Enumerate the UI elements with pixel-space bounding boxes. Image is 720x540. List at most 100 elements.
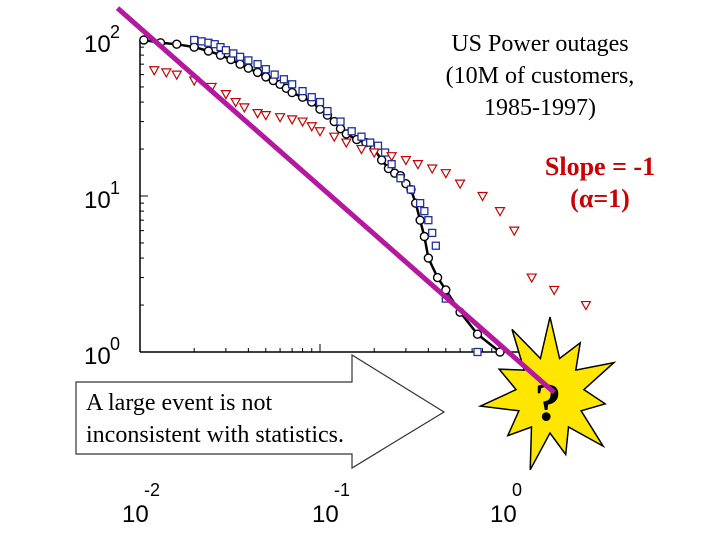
x-tick-exponent: -2 (144, 480, 160, 500)
data-point-triangle (260, 111, 272, 121)
data-point-triangle (440, 169, 452, 179)
data-point-circle (243, 63, 254, 73)
data-point-square (315, 97, 325, 107)
data-point-square (406, 185, 416, 194)
data-point-circle (235, 59, 245, 69)
data-point-square (473, 347, 482, 357)
data-point-square (415, 198, 425, 208)
data-point-triangle (400, 155, 412, 166)
chart-title: US Power outages (10M of customers, 1985… (446, 31, 635, 121)
callout-line-1: A large event is not (86, 390, 273, 416)
data-point-square (347, 127, 356, 136)
y-tick-label: 10 2 (84, 22, 120, 58)
data-point-circle (172, 39, 182, 49)
x-tick-base: 10 (490, 501, 517, 528)
data-point-square (323, 106, 332, 116)
data-point-triangle (340, 138, 352, 149)
data-point-triangle (412, 160, 424, 170)
data-point-triangle (306, 122, 318, 132)
series-triangle-down (148, 66, 592, 311)
data-point-square (244, 56, 253, 65)
data-point-square (424, 216, 433, 225)
data-point-triangle (286, 115, 298, 126)
minor-ticks (139, 46, 501, 353)
data-point-circle (203, 46, 214, 56)
data-point-triangle (477, 191, 489, 202)
data-point-triangle (494, 207, 506, 217)
callout-arrow: A large event is not inconsistent with s… (75, 353, 446, 470)
data-point-circle (139, 35, 149, 45)
y-tick-exponent: 0 (110, 334, 120, 354)
x-tick-exponent: 0 (512, 480, 522, 500)
data-point-square (221, 46, 231, 55)
data-point-square (396, 174, 405, 183)
callout-arrow-shape (75, 353, 446, 470)
x-tick-base: 10 (312, 501, 339, 528)
data-point-triangle (148, 66, 160, 76)
data-point-triangle (548, 285, 560, 296)
data-point-triangle (314, 127, 326, 137)
y-tick-exponent: 2 (110, 22, 120, 42)
data-point-triangle (580, 300, 592, 311)
data-point-triangle (220, 89, 232, 100)
x-tick-label: 10-2 (122, 480, 160, 528)
title-line-3: 1985-1997) (484, 95, 596, 121)
data-point-circle (287, 87, 297, 98)
burst-star (477, 316, 617, 471)
data-point-square (373, 141, 383, 150)
data-point-circle (261, 72, 271, 82)
data-point-square (336, 117, 345, 126)
x-tick-label: 100 (490, 480, 522, 528)
data-point-circle (415, 215, 425, 225)
data-point-triangle (526, 273, 538, 284)
callout-line-2: inconsistent with statistics. (86, 422, 344, 448)
y-tick-label: 10 1 (84, 178, 120, 214)
x-tick-exponent: -1 (334, 480, 350, 500)
data-point-triangle (171, 70, 183, 81)
data-point-triangle (454, 179, 466, 190)
data-point-triangle (368, 148, 380, 159)
y-tick-label: 10 0 (84, 334, 120, 370)
x-tick-label: 10-1 (312, 480, 350, 528)
y-tick-base: 10 (84, 187, 111, 214)
data-point-circle (472, 329, 483, 339)
data-point-square (253, 60, 262, 69)
alpha-label: (α=1) (570, 184, 630, 213)
data-point-triangle (508, 226, 520, 237)
data-point-square (197, 37, 206, 46)
data-point-triangle (386, 152, 398, 162)
y-tick-base: 10 (84, 343, 111, 370)
data-point-triangle (274, 113, 286, 123)
data-point-triangle (230, 97, 242, 108)
x-tick-base: 10 (122, 501, 149, 528)
data-point-triangle (160, 68, 172, 79)
data-point-circle (189, 42, 199, 52)
data-point-square (431, 241, 440, 250)
data-point-square (287, 80, 297, 89)
data-point-triangle (355, 144, 368, 155)
data-point-square (420, 206, 429, 216)
data-point-square (428, 228, 437, 238)
data-point-circle (376, 155, 387, 165)
series-square (190, 35, 482, 357)
title-line-1: US Power outages (451, 31, 628, 57)
data-point-circle (432, 272, 443, 283)
data-point-circle (423, 253, 434, 263)
data-point-square (190, 35, 199, 45)
burst-shape: ? (477, 316, 617, 471)
data-point-square (235, 52, 245, 61)
data-point-circle (252, 67, 263, 78)
data-point-square (229, 49, 238, 58)
data-point-square (279, 75, 289, 84)
data-point-circle (315, 104, 325, 114)
slope-label: Slope = -1 (545, 152, 655, 181)
y-tick-base: 10 (84, 31, 111, 58)
data-point-triangle (297, 117, 309, 128)
data-point-triangle (238, 103, 250, 114)
data-point-triangle (328, 132, 340, 143)
data-point-square (298, 87, 307, 96)
data-point-triangle (426, 164, 438, 175)
data-point-triangle (252, 108, 264, 119)
